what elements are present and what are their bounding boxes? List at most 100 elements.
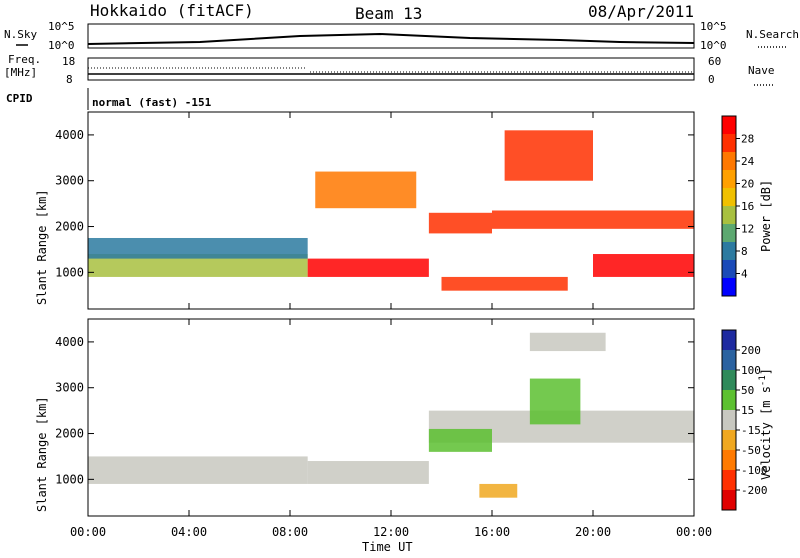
velocity-colorbar: 200 100 50 15 -15 -50 -100 -200: [721, 329, 768, 511]
nave-label: Nave: [748, 64, 775, 77]
noise-panel: N.Sky 10^5 10^0 10^5 10^0 N.Search: [4, 20, 799, 52]
data-region: [529, 378, 581, 425]
data-region: [479, 483, 518, 498]
colorbar-swatch: [722, 330, 736, 351]
colorbar-tick-label: 12: [741, 223, 754, 236]
freq-panel: Freq. [MHz] 18 8 60 0 Nave: [4, 53, 775, 86]
y-tick-label: 1000: [55, 265, 84, 279]
colorbar-tick-label: 100: [741, 364, 761, 377]
noise-right-tick-bottom: 10^0: [700, 39, 727, 52]
data-region: [88, 254, 308, 277]
data-region: [593, 254, 694, 277]
power-y-label: Slant Range [km]: [35, 189, 49, 305]
x-tick-label: 20:00: [575, 525, 611, 539]
colorbar-tick-label: 15: [741, 404, 754, 417]
power-panel: 1000 2000 3000 4000 Slant Range [km]: [35, 111, 695, 310]
velocity-y-ticks: 1000 2000 3000 4000: [55, 335, 694, 486]
noise-trace: [87, 32, 695, 45]
colorbar-swatch: [722, 430, 736, 451]
colorbar-tick-label: 4: [741, 268, 748, 281]
colorbar-tick-label: 16: [741, 200, 754, 213]
noise-sky-line: [87, 32, 695, 45]
nsearch-label: N.Search: [746, 28, 799, 41]
freq-right-tick-bottom: 0: [708, 73, 715, 86]
data-region: [441, 276, 568, 291]
colorbar-swatch: [722, 370, 736, 391]
x-tick-label: 16:00: [474, 525, 510, 539]
colorbar-tick-label: 24: [741, 155, 755, 168]
velocity-data-marks: [88, 332, 694, 498]
power-colorbar: 28 24 20 16 12 8 4: [721, 115, 755, 297]
power-y-ticks: 1000 2000 3000 4000: [55, 128, 694, 279]
colorbar-swatch: [722, 116, 736, 135]
colorbar-tick-label: -100: [741, 464, 768, 477]
colorbar-tick-label: 20: [741, 178, 754, 191]
colorbar-swatch: [722, 188, 736, 207]
station-title: Hokkaido (fitACF): [90, 1, 254, 20]
data-region: [504, 130, 593, 181]
x-tick-label: 00:00: [70, 525, 106, 539]
beam-title: Beam 13: [355, 4, 422, 23]
data-region: [88, 237, 308, 259]
colorbar-swatch: [722, 134, 736, 153]
y-tick-label: 4000: [55, 335, 84, 349]
y-tick-label: 4000: [55, 128, 84, 142]
colorbar-tick-label: 50: [741, 384, 754, 397]
y-tick-label: 3000: [55, 174, 84, 188]
velocity-panel: 1000 2000 3000 4000 Slant Range [km]: [35, 318, 695, 517]
freq-label-line1: Freq.: [8, 53, 41, 66]
data-region: [315, 171, 417, 209]
y-tick-label: 2000: [55, 220, 84, 234]
velocity-y-label: Slant Range [km]: [35, 396, 49, 512]
data-region: [88, 456, 308, 484]
colorbar-tick-label: -200: [741, 484, 768, 497]
colorbar-swatch: [722, 152, 736, 171]
colorbar-swatch: [722, 260, 736, 279]
velocity-colorbar-label: Velocity [m s-1]: [758, 368, 773, 480]
noise-left-tick-top: 10^5: [48, 20, 75, 33]
data-region: [492, 210, 694, 229]
colorbar-swatch: [722, 410, 736, 431]
freq-right-tick-top: 60: [708, 55, 721, 68]
freq-label-line2: [MHz]: [4, 66, 37, 79]
colorbar-swatch: [722, 490, 736, 511]
colorbar-swatch: [722, 450, 736, 471]
noise-right-tick-top: 10^5: [700, 20, 727, 33]
colorbar-swatch: [722, 470, 736, 491]
data-region: [307, 461, 429, 484]
y-tick-label: 3000: [55, 381, 84, 395]
freq-left-tick-top: 18: [62, 55, 75, 68]
colorbar-frame: [721, 329, 737, 511]
x-tick-label: 00:00: [676, 525, 712, 539]
x-axis-label: Time UT: [362, 540, 413, 554]
cpid-text: normal (fast) -151: [92, 96, 212, 109]
colorbar-swatch: [722, 350, 736, 371]
colorbar-tick-label: -15: [741, 424, 761, 437]
nsky-label: N.Sky: [4, 28, 37, 41]
colorbar-swatch: [722, 242, 736, 261]
data-region: [428, 212, 492, 234]
colorbar-swatch: [722, 206, 736, 225]
freq-left-tick-bottom: 8: [66, 73, 73, 86]
x-tick-label: 12:00: [373, 525, 409, 539]
cpid-label: CPID: [6, 92, 33, 105]
colorbar-swatch: [722, 278, 736, 297]
data-region: [428, 428, 492, 452]
power-colorbar-label: Power [dB]: [759, 180, 773, 252]
colorbar-swatch: [722, 224, 736, 243]
colorbar-tick-label: 8: [741, 245, 748, 258]
colorbar-swatch: [722, 390, 736, 411]
date-title: 08/Apr/2011: [588, 2, 694, 21]
y-tick-label: 2000: [55, 427, 84, 441]
colorbar-tick-label: 28: [741, 133, 754, 146]
data-region: [307, 258, 429, 277]
x-tick-label: 04:00: [171, 525, 207, 539]
power-data-marks: [88, 130, 694, 291]
y-tick-label: 1000: [55, 472, 84, 486]
colorbar-tick-label: 200: [741, 344, 761, 357]
colorbar-tick-label: -50: [741, 444, 761, 457]
colorbar-swatch: [722, 170, 736, 189]
data-region: [529, 332, 606, 352]
x-axis-ticks: 00:00 04:00 08:00 12:00 16:00 20:00 00:00: [70, 112, 712, 539]
